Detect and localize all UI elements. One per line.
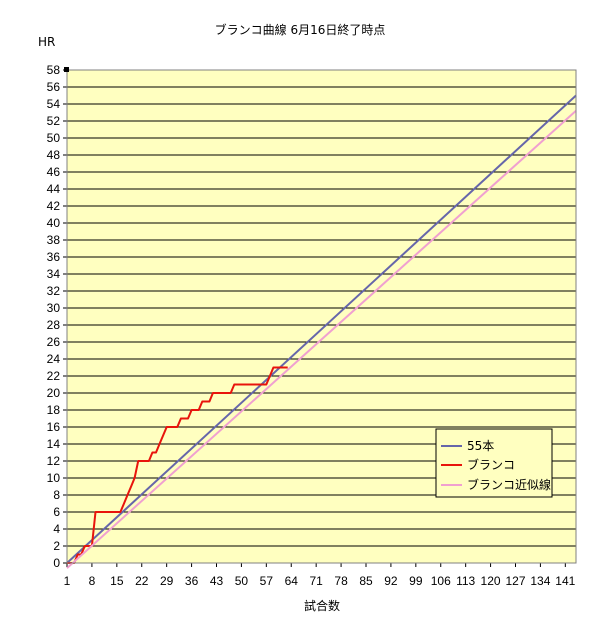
y-tick-label: 54	[47, 97, 61, 111]
plot-border	[66, 69, 577, 564]
y-tick-label: 8	[53, 488, 60, 502]
y-tick-label: 12	[47, 454, 61, 468]
legend: 55本 ブランコ ブランコ近似線	[435, 428, 553, 498]
y-tick-label: 38	[47, 233, 61, 247]
x-tick-label: 15	[110, 574, 124, 588]
y-tick-label: 52	[47, 114, 61, 128]
series-line-1	[67, 366, 288, 564]
y-tick-label: 6	[53, 505, 60, 519]
y-tick-label: 14	[47, 437, 61, 451]
y-tick-label: 58	[47, 63, 61, 77]
y-tick-label: 24	[47, 352, 61, 366]
y-tick-label: 40	[47, 216, 61, 230]
y-tick-label: 20	[47, 386, 61, 400]
series-line-2	[66, 110, 577, 569]
grid-lines	[67, 69, 576, 564]
x-tick-label: 134	[530, 574, 550, 588]
legend-label-blanco: ブランコ	[467, 457, 515, 472]
x-tick-label: 36	[185, 574, 199, 588]
x-axis-title: 試合数	[304, 598, 340, 613]
y-tick-label: 28	[47, 318, 61, 332]
x-tick-label: 22	[135, 574, 149, 588]
y-axis-title: HR	[38, 35, 55, 49]
x-tick-label: 8	[89, 574, 96, 588]
legend-label-55: 55本	[467, 439, 494, 453]
y-tick-label: 46	[47, 165, 61, 179]
y-tick-label: 50	[47, 131, 61, 145]
x-tick-label: 106	[431, 574, 451, 588]
x-tick-label: 92	[384, 574, 398, 588]
x-tick-label: 64	[285, 574, 299, 588]
y-tick-label: 26	[47, 335, 61, 349]
y-tick-label: 36	[47, 250, 61, 264]
y-tick-label: 16	[47, 420, 61, 434]
y-tick-label: 32	[47, 284, 61, 298]
y-tick-label: 34	[47, 267, 61, 281]
x-tick-label: 85	[359, 574, 373, 588]
x-tick-label: 29	[160, 574, 174, 588]
y-tick-label: 4	[53, 522, 60, 536]
x-tick-label: 141	[555, 574, 575, 588]
y-tick-label: 2	[53, 539, 60, 553]
y-axis-top-marker	[64, 67, 69, 72]
legend-label-blanco-approx: ブランコ近似線	[467, 477, 551, 492]
x-axis-ticks: 1 8 15 22 29 36 43 50 57 64 71 78 85 92 99 106 113 120 127…	[64, 562, 576, 588]
y-tick-label: 42	[47, 199, 61, 213]
x-tick-label: 78	[334, 574, 348, 588]
series-lines	[66, 94, 577, 569]
x-tick-label: 1	[64, 574, 71, 588]
x-tick-label: 43	[210, 574, 224, 588]
x-tick-label: 99	[409, 574, 423, 588]
y-tick-label: 0	[53, 556, 60, 570]
x-tick-label: 57	[260, 574, 274, 588]
x-tick-label: 127	[505, 574, 525, 588]
x-tick-label: 120	[481, 574, 501, 588]
y-tick-label: 56	[47, 80, 61, 94]
y-tick-label: 22	[47, 369, 61, 383]
x-tick-label: 71	[309, 574, 323, 588]
y-tick-label: 44	[47, 182, 61, 196]
chart-title: ブランコ曲線 6月16日終了時点	[215, 22, 386, 37]
series-line-0	[66, 94, 577, 564]
y-tick-label: 30	[47, 301, 61, 315]
y-tick-label: 18	[47, 403, 61, 417]
x-tick-label: 113	[456, 574, 475, 588]
x-tick-label: 50	[235, 574, 249, 588]
y-axis-ticks: 0246810121416182022242628303234363840424…	[47, 63, 67, 570]
y-tick-label: 10	[47, 471, 61, 485]
y-tick-label: 48	[47, 148, 61, 162]
